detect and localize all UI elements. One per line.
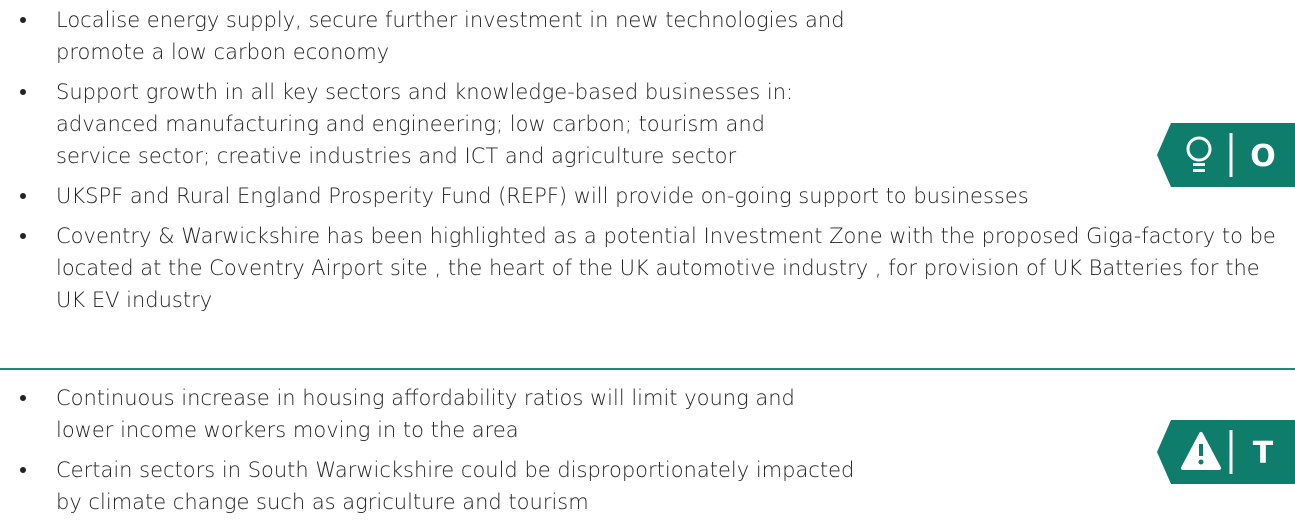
opportunity-list: Localise energy supply, secure further i… <box>0 4 1295 316</box>
bullet-item: UKSPF and Rural England Prosperity Fund … <box>0 180 1295 212</box>
bullet-item: Localise energy supply, secure further i… <box>0 4 876 68</box>
bullet-item: Coventry & Warwickshire has been highlig… <box>0 220 1286 316</box>
threat-list: Continuous increase in housing affordabi… <box>0 382 1295 518</box>
threats: Continuous increase in housing affordabi… <box>0 382 1295 526</box>
divider <box>0 368 1295 370</box>
badge-letter: O <box>1250 139 1276 174</box>
badge-letter: T <box>1253 436 1274 471</box>
opportunity-badge: O <box>1157 123 1295 187</box>
bullet-item: Continuous increase in housing affordabi… <box>0 382 856 446</box>
threat-badge: T <box>1157 420 1295 484</box>
bullet-item: Certain sectors in South Warwickshire co… <box>0 454 876 518</box>
bullet-item: Support growth in all key sectors and kn… <box>0 76 816 172</box>
opportunities: Localise energy supply, secure further i… <box>0 4 1295 324</box>
